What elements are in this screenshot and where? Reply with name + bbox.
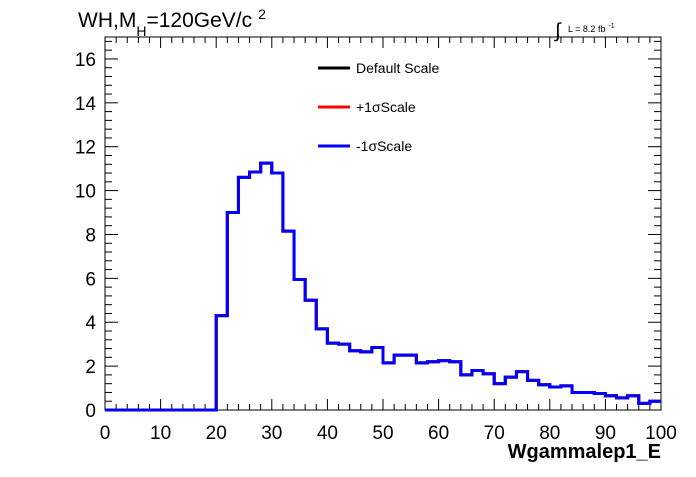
y-tick-label: 0 [85,401,96,422]
x-tick-label: 40 [317,423,338,444]
lumi-label-text: L = 8.2 fb [568,24,605,34]
x-tick-label: 80 [539,423,560,444]
x-tick-label: 30 [261,423,282,444]
x-tick-label: 50 [372,423,393,444]
x-tick-label: 20 [206,423,227,444]
legend: Default Scale +1σScale -1σScale [318,60,439,154]
lumi-label-superscript: -1 [608,23,614,30]
x-tick-label: 70 [484,423,505,444]
y-tick-label: 16 [75,50,96,71]
x-tick-label: 90 [595,423,616,444]
x-tick-label: 0 [100,423,111,444]
x-tick-label: 10 [150,423,171,444]
y-tick-label: 2 [85,357,96,378]
y-tick-label: 6 [85,269,96,290]
x-tick-label: 100 [645,423,677,444]
x-tick-label: 60 [428,423,449,444]
y-tick-label: 14 [75,94,97,115]
legend-label-0: Default Scale [356,60,439,76]
legend-label-2: -1σScale [356,138,412,154]
chart-title-subscript: H [136,23,146,39]
lumi-label: L = 8.2 fb -1 [568,23,615,34]
histogram-series [105,161,661,412]
x-axis-label: Wgammalep1_E [508,441,661,463]
chart-title: WH,MH=120GeV/c 2 [78,6,266,39]
y-tick-label: 10 [75,182,96,203]
legend-label-1: +1σScale [356,99,416,115]
y-tick-label: 8 [85,225,96,246]
lumi-integral-symbol: ∫ [554,20,562,42]
series-line-2 [105,161,661,412]
y-tick-label: 12 [75,138,96,159]
chart-title-prefix: WH,M [78,9,136,32]
axis-tick-labels: 0 10 20 30 40 50 60 70 80 90 100 0 2 4 6 8 10 12 14 16 [75,50,677,444]
chart-title-middle: =120GeV/c [146,9,252,32]
y-tick-label: 4 [85,313,96,334]
chart-title-superscript: 2 [258,6,266,22]
